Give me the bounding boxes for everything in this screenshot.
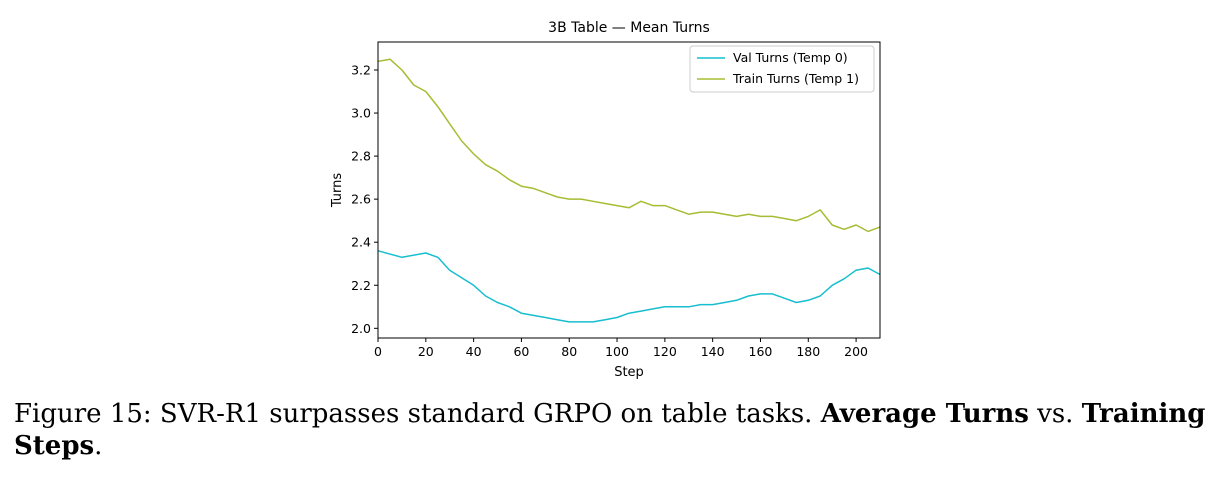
series-line-val-turns (377, 250, 881, 323)
legend-box (689, 45, 875, 93)
x-tick-label: 180 (796, 344, 820, 359)
x-tick-label: 60 (513, 344, 529, 359)
x-tick-label: 200 (844, 344, 868, 359)
x-axis-ticks: 0 20 40 60 80 100 120 140 160 180 200 (374, 338, 868, 359)
y-axis-ticks: 2.0 2.2 2.4 2.6 2.8 3.0 3.2 (351, 62, 378, 336)
y-tick-label: 3.2 (351, 62, 371, 77)
plot-frame (377, 41, 881, 339)
caption-suffix: . (94, 431, 103, 461)
figure-caption: Figure 15: SVR-R1 surpasses standard GRP… (14, 398, 1208, 462)
caption-bold-average-turns: Average Turns (820, 399, 1029, 429)
x-tick-label: 100 (605, 344, 629, 359)
caption-vs: vs. (1028, 399, 1082, 429)
x-axis-label: Step (614, 365, 644, 380)
x-tick-label: 20 (418, 344, 434, 359)
y-tick-label: 2.2 (351, 278, 371, 293)
y-tick-label: 2.6 (351, 192, 371, 207)
caption-bold-training-steps: Training Steps (14, 399, 1206, 461)
caption-prefix: Figure 15: SVR-R1 surpasses standard GRP… (14, 399, 821, 429)
x-tick-label: 120 (653, 344, 677, 359)
x-tick-label: 80 (561, 344, 577, 359)
x-tick-label: 140 (701, 344, 725, 359)
x-tick-label: 0 (374, 344, 382, 359)
x-tick-label: 160 (749, 344, 773, 359)
y-axis-label: Turns (330, 173, 345, 209)
y-tick-label: 2.8 (351, 149, 371, 164)
x-tick-label: 40 (466, 344, 482, 359)
plot-lines (377, 58, 881, 323)
legend: Val Turns (Temp 0) Train Turns (Temp 1) (689, 45, 875, 93)
series-line-train-turns (377, 58, 881, 233)
legend-label-train: Train Turns (Temp 1) (732, 71, 859, 86)
chart: 3B Table — Mean Turns 0 20 40 60 80 100 120 140… (330, 20, 881, 380)
y-tick-label: 2.0 (351, 321, 371, 336)
y-tick-label: 2.4 (351, 235, 371, 250)
legend-label-val: Val Turns (Temp 0) (733, 50, 848, 65)
chart-title: 3B Table — Mean Turns (548, 20, 710, 36)
y-tick-label: 3.0 (351, 106, 371, 121)
